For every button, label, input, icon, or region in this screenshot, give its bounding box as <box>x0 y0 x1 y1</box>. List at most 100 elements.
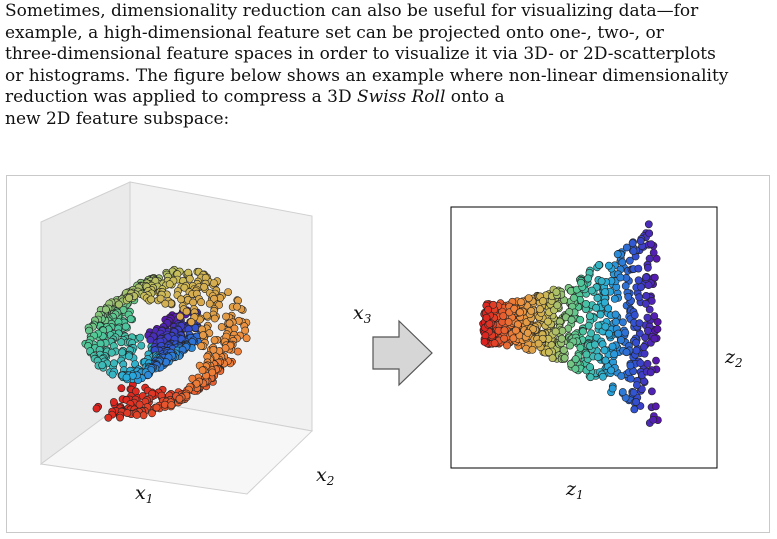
embedding-point <box>576 343 585 352</box>
embedding-point <box>592 303 600 312</box>
embedding-point <box>629 247 638 255</box>
floor-pane <box>39 397 314 495</box>
roll-point <box>210 336 219 345</box>
embedding-point <box>511 326 520 335</box>
embedding-point <box>490 339 499 348</box>
roll-point <box>148 409 156 418</box>
embedding-point <box>649 415 658 424</box>
roll-point <box>117 338 126 347</box>
roll-point <box>188 374 197 383</box>
embedding-point <box>600 298 609 307</box>
embedding-point <box>587 286 596 295</box>
roll-point <box>156 294 165 303</box>
roll-point <box>123 409 132 417</box>
embedding-2d-points <box>479 220 662 427</box>
roll-point <box>180 283 189 292</box>
roll-point <box>225 319 234 328</box>
embedding-point <box>642 292 651 300</box>
roll-point <box>98 361 107 370</box>
axis-z2-base: z <box>725 346 736 368</box>
embedding-point <box>595 261 603 269</box>
embedding-point <box>622 243 631 252</box>
roll-point <box>165 280 174 289</box>
axis-x1-base: x <box>135 482 146 504</box>
embedding-point <box>534 339 543 348</box>
embedding-point <box>618 388 627 396</box>
roll-point <box>122 373 131 382</box>
axis-z1-base: z <box>566 478 577 500</box>
embedding-point <box>539 297 547 305</box>
embedding-point <box>651 402 660 411</box>
embedding-point <box>651 273 659 282</box>
embedding-point <box>582 300 590 308</box>
roll-point <box>197 342 206 350</box>
embedding-point <box>601 288 609 296</box>
embedding-point <box>567 315 576 324</box>
embedding-point <box>489 300 498 309</box>
embedding-point <box>551 327 560 336</box>
roll-point <box>107 348 116 357</box>
embedding-point <box>611 310 620 319</box>
embedding-point <box>607 366 615 375</box>
roll-point <box>182 307 191 316</box>
intro-paragraph: Sometimes, dimensionality reduction can … <box>5 1 773 131</box>
roll-point <box>197 298 205 307</box>
embedding-point <box>544 348 553 357</box>
embedding-point <box>557 334 566 343</box>
embedding-point <box>522 344 530 353</box>
embedding-point <box>516 308 524 317</box>
embedding-point <box>529 325 537 334</box>
roll-point <box>132 411 141 419</box>
roll-point <box>152 403 161 412</box>
embedding-point <box>577 278 585 287</box>
axis-label-z1: z1 <box>566 478 584 502</box>
roll-point <box>126 315 135 323</box>
embedding-point <box>481 331 490 340</box>
embedding-point <box>503 341 511 350</box>
roll-point <box>108 370 117 379</box>
right-arrow-icon <box>372 319 433 387</box>
embedding-point <box>560 353 569 362</box>
embedding-point <box>610 350 619 359</box>
roll-point <box>217 323 226 331</box>
roll-point <box>205 299 214 308</box>
paragraph-line-4: or histograms. The figure below shows an… <box>5 65 729 86</box>
embedding-point <box>650 334 659 343</box>
roll-point <box>125 352 133 361</box>
embedding-point <box>641 299 650 308</box>
embedding-point <box>528 345 537 354</box>
embedding-point <box>552 288 561 296</box>
embedding-point <box>571 364 580 373</box>
embedding-point <box>622 348 631 357</box>
embedding-point <box>527 306 536 315</box>
embedding-point <box>570 294 578 302</box>
embedding-point <box>643 359 652 368</box>
embedding-point <box>524 294 533 302</box>
axis-x2-base: x <box>316 464 327 486</box>
embedding-point <box>567 359 575 368</box>
embedding-point <box>626 374 635 383</box>
roll-point <box>199 331 207 340</box>
roll-point <box>177 295 185 304</box>
embedding-point <box>632 338 640 347</box>
roll-point <box>102 305 110 314</box>
embedding-point <box>617 336 625 344</box>
axis-label-x3: x3 <box>353 302 371 326</box>
embedding-point <box>626 361 635 370</box>
embedding-point <box>633 381 641 389</box>
roll-point <box>198 366 207 375</box>
roll-point <box>136 333 144 342</box>
embedding-point <box>634 264 643 273</box>
embedding-point <box>548 354 557 362</box>
embedding-point <box>614 329 623 338</box>
roll-point <box>187 318 196 326</box>
embedding-point <box>642 273 650 282</box>
roll-point <box>210 294 218 303</box>
embedding-point <box>648 387 656 396</box>
embedding-point <box>640 342 648 351</box>
embedding-point <box>635 319 644 328</box>
embedding-point <box>650 312 659 320</box>
roll-point <box>224 288 232 296</box>
roll-point <box>137 341 146 350</box>
embedding-point <box>553 301 562 310</box>
